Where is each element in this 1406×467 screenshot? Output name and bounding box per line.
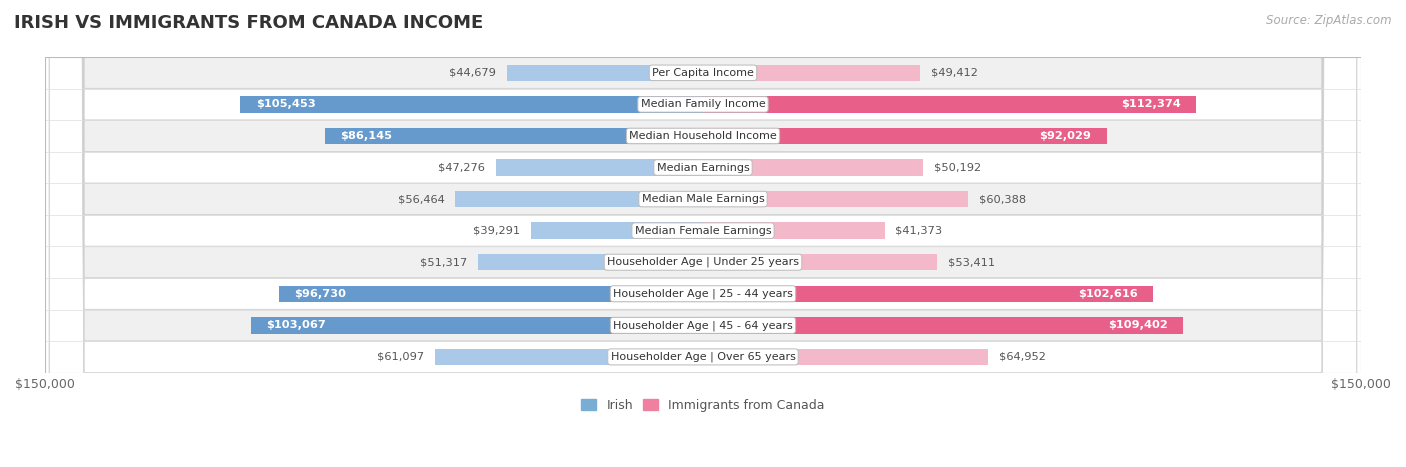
Bar <box>508 64 703 81</box>
FancyBboxPatch shape <box>49 0 1357 467</box>
Text: $96,730: $96,730 <box>294 289 346 299</box>
Text: $47,276: $47,276 <box>437 163 485 172</box>
Text: $105,453: $105,453 <box>256 99 315 109</box>
Text: Median Earnings: Median Earnings <box>657 163 749 172</box>
Bar <box>456 191 703 207</box>
Text: $44,679: $44,679 <box>449 68 496 78</box>
Bar <box>703 64 920 81</box>
Bar <box>703 191 967 207</box>
FancyBboxPatch shape <box>49 0 1357 467</box>
FancyBboxPatch shape <box>49 0 1357 467</box>
Text: Per Capita Income: Per Capita Income <box>652 68 754 78</box>
Text: Householder Age | Under 25 years: Householder Age | Under 25 years <box>607 257 799 268</box>
Bar <box>703 317 1182 333</box>
Text: Median Male Earnings: Median Male Earnings <box>641 194 765 204</box>
Bar <box>703 254 938 270</box>
FancyBboxPatch shape <box>49 0 1357 467</box>
Text: $112,374: $112,374 <box>1121 99 1181 109</box>
Bar <box>250 317 703 333</box>
Text: Source: ZipAtlas.com: Source: ZipAtlas.com <box>1267 14 1392 27</box>
Text: $39,291: $39,291 <box>472 226 520 236</box>
Bar <box>703 286 1153 302</box>
Bar <box>703 96 1197 113</box>
Text: Median Female Earnings: Median Female Earnings <box>634 226 772 236</box>
Bar <box>495 159 703 176</box>
Text: $56,464: $56,464 <box>398 194 444 204</box>
Text: Median Household Income: Median Household Income <box>628 131 778 141</box>
Text: $103,067: $103,067 <box>266 320 326 330</box>
Text: Householder Age | 25 - 44 years: Householder Age | 25 - 44 years <box>613 289 793 299</box>
FancyBboxPatch shape <box>49 0 1357 467</box>
Bar <box>478 254 703 270</box>
Bar <box>325 128 703 144</box>
Text: $61,097: $61,097 <box>377 352 425 362</box>
Text: $60,388: $60,388 <box>979 194 1026 204</box>
Text: Householder Age | Over 65 years: Householder Age | Over 65 years <box>610 352 796 362</box>
FancyBboxPatch shape <box>49 0 1357 467</box>
Bar <box>703 349 988 365</box>
FancyBboxPatch shape <box>49 0 1357 467</box>
Text: $64,952: $64,952 <box>998 352 1046 362</box>
Bar <box>434 349 703 365</box>
Text: $109,402: $109,402 <box>1108 320 1167 330</box>
Text: $86,145: $86,145 <box>340 131 392 141</box>
Bar <box>240 96 703 113</box>
Bar <box>703 222 884 239</box>
Text: Median Family Income: Median Family Income <box>641 99 765 109</box>
Text: IRISH VS IMMIGRANTS FROM CANADA INCOME: IRISH VS IMMIGRANTS FROM CANADA INCOME <box>14 14 484 32</box>
Bar <box>278 286 703 302</box>
Legend: Irish, Immigrants from Canada: Irish, Immigrants from Canada <box>576 394 830 417</box>
Text: $102,616: $102,616 <box>1078 289 1137 299</box>
Text: $49,412: $49,412 <box>931 68 977 78</box>
FancyBboxPatch shape <box>49 0 1357 467</box>
Text: $51,317: $51,317 <box>419 257 467 267</box>
Text: $50,192: $50,192 <box>934 163 981 172</box>
Text: Householder Age | 45 - 64 years: Householder Age | 45 - 64 years <box>613 320 793 331</box>
FancyBboxPatch shape <box>49 0 1357 467</box>
Bar <box>703 159 924 176</box>
Text: $41,373: $41,373 <box>896 226 942 236</box>
Text: $53,411: $53,411 <box>948 257 995 267</box>
Bar <box>703 128 1107 144</box>
Bar <box>530 222 703 239</box>
FancyBboxPatch shape <box>49 0 1357 467</box>
Text: $92,029: $92,029 <box>1039 131 1091 141</box>
